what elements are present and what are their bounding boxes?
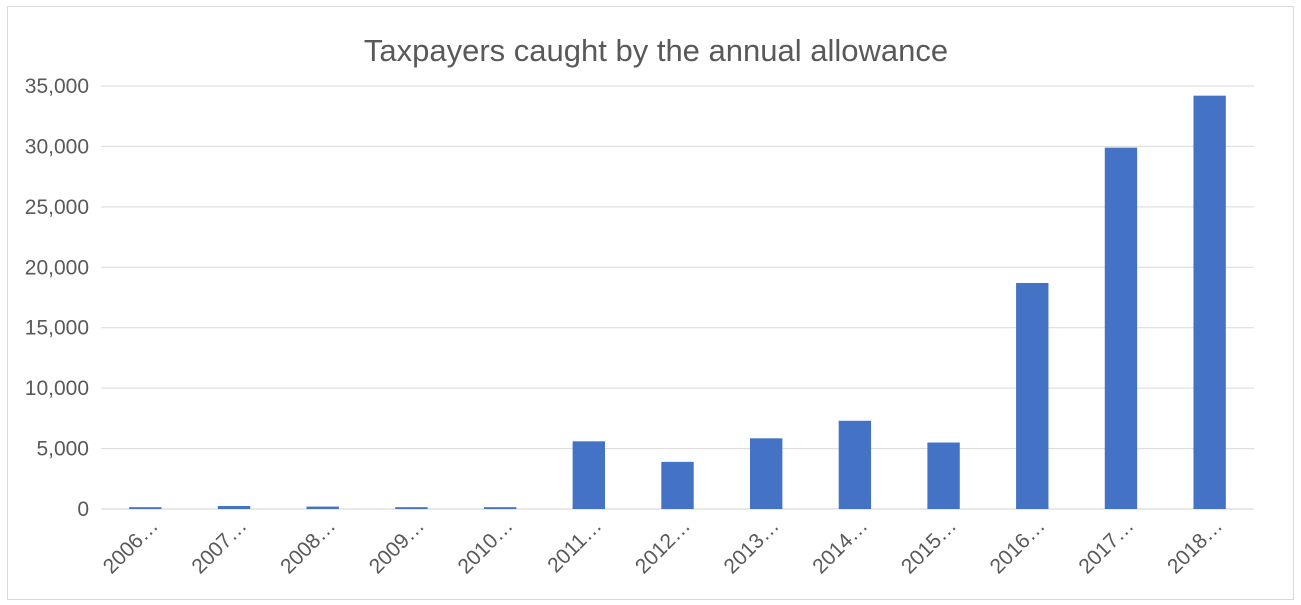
bar xyxy=(572,441,605,509)
x-tick-label: 2011… xyxy=(543,514,606,577)
bar xyxy=(217,505,251,509)
bar-chart: Taxpayers caught by the annual allowance… xyxy=(25,33,1254,578)
bar xyxy=(927,442,960,509)
x-tick-label: 2015… xyxy=(897,514,961,578)
bars xyxy=(129,95,1226,509)
chart-title: Taxpayers caught by the annual allowance xyxy=(364,33,948,68)
x-tick-label: 2007… xyxy=(187,514,251,578)
x-tick-label: 2018… xyxy=(1163,514,1227,578)
x-tick-label: 2012… xyxy=(631,514,695,578)
bar xyxy=(1104,147,1138,509)
y-tick-label: 5,000 xyxy=(36,438,89,461)
bar xyxy=(1016,282,1049,509)
y-tick-label: 15,000 xyxy=(25,317,89,340)
x-tick-label: 2008… xyxy=(276,514,340,578)
y-axis-tick-labels: 0 5,000 10,000 15,000 20,000 25,000 30,000 35,0… xyxy=(25,75,89,521)
y-tick-label: 10,000 xyxy=(25,377,89,400)
bar xyxy=(838,420,872,509)
bar xyxy=(750,438,783,509)
chart-frame: Taxpayers caught by the annual allowance… xyxy=(7,6,1294,600)
gridlines xyxy=(101,85,1254,510)
y-tick-label: 35,000 xyxy=(25,75,89,98)
x-tick-label: 2017… xyxy=(1074,514,1138,578)
y-tick-label: 30,000 xyxy=(25,135,89,158)
x-tick-label: 2010… xyxy=(454,514,518,578)
bar xyxy=(395,507,428,509)
x-tick-label: 2009… xyxy=(365,514,429,578)
y-tick-label: 0 xyxy=(77,498,89,521)
x-axis-tick-labels: 2006… 2007… 2008… 2009… 2010… 2011… 2012… 2013…… xyxy=(99,514,1227,578)
x-tick-label: 2016… xyxy=(986,514,1050,578)
x-tick-label: 2006… xyxy=(99,514,163,578)
bar xyxy=(306,506,339,509)
bar xyxy=(129,507,162,509)
y-tick-label: 25,000 xyxy=(25,196,89,219)
bar xyxy=(1193,95,1226,509)
bar xyxy=(483,507,517,509)
y-tick-label: 20,000 xyxy=(25,256,89,279)
x-tick-label: 2014… xyxy=(808,514,872,578)
x-tick-label: 2013… xyxy=(720,514,784,578)
bar xyxy=(661,461,694,509)
